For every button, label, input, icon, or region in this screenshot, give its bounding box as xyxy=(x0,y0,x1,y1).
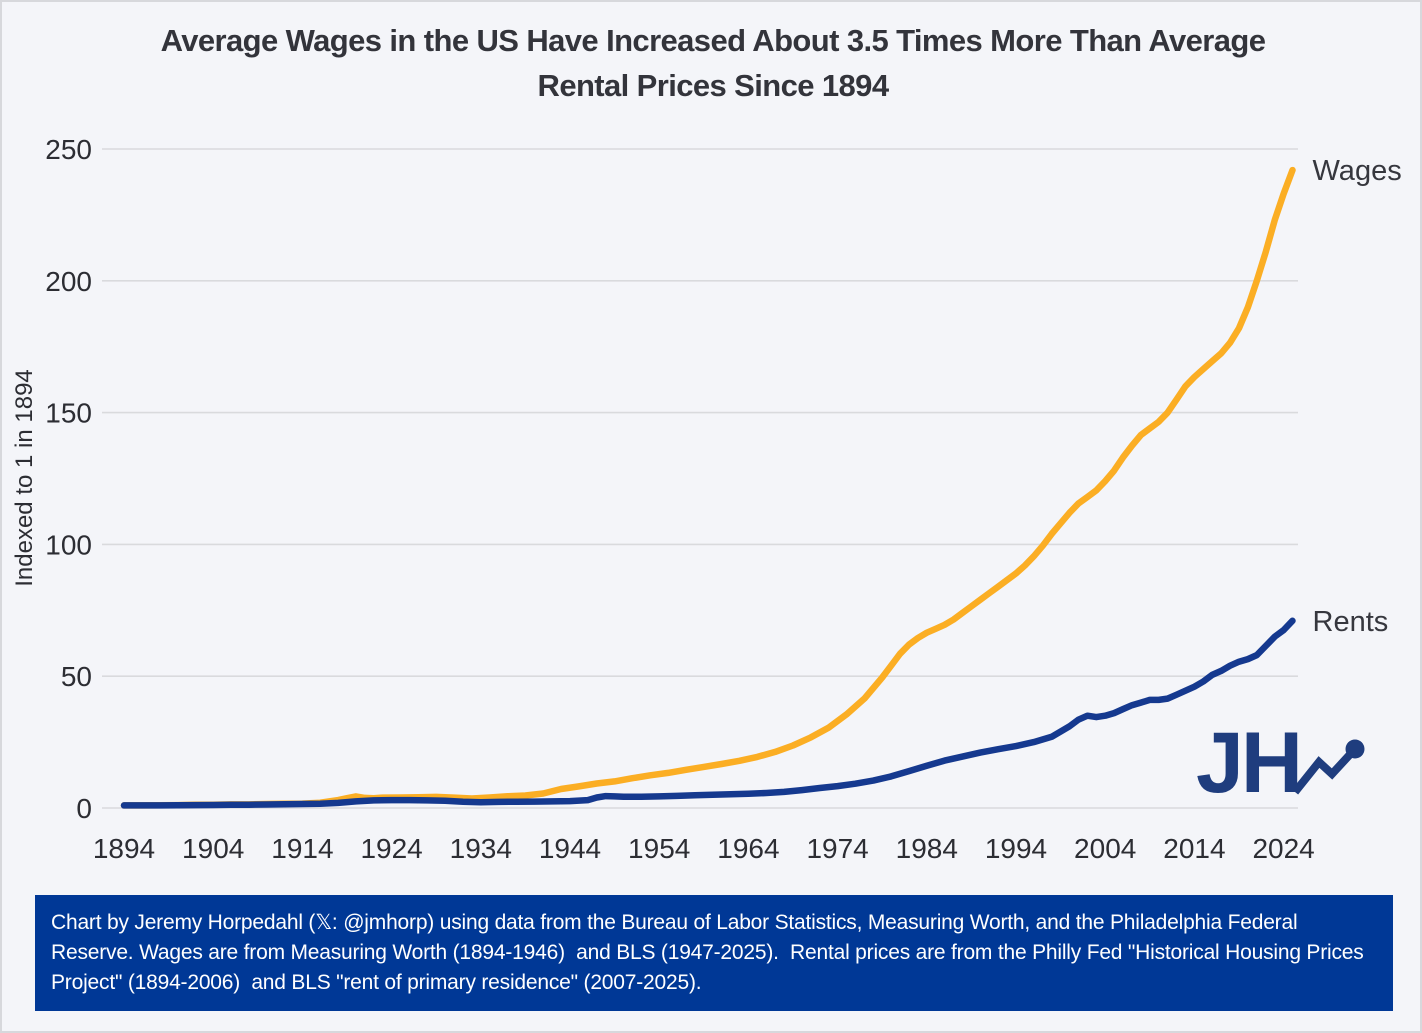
y-tick-label: 50 xyxy=(61,661,92,692)
x-tick-label: 1934 xyxy=(450,833,512,864)
x-tick-label: 1914 xyxy=(271,833,333,864)
series-lines xyxy=(120,166,1296,809)
x-tick-label: 2024 xyxy=(1252,833,1314,864)
gridlines xyxy=(102,148,1298,809)
y-tick-label: 150 xyxy=(45,398,92,429)
y-tick-label: 200 xyxy=(45,266,92,297)
x-tick-label: 1904 xyxy=(182,833,244,864)
x-tick-label: 1994 xyxy=(985,833,1047,864)
x-tick-label: 1964 xyxy=(717,833,779,864)
x-tick-label: 1984 xyxy=(896,833,958,864)
x-tick-label: 1924 xyxy=(360,833,422,864)
y-axis-tick-labels: 0 50 100 150 200 250 xyxy=(45,134,92,824)
y-tick-label: 100 xyxy=(45,529,92,560)
chart-title: Average Wages in the US Have Increased A… xyxy=(2,18,1420,108)
y-tick-label: 250 xyxy=(45,134,92,165)
wages-series-label: Wages xyxy=(1313,155,1402,187)
chart-title-line2: Rental Prices Since 1894 xyxy=(537,68,890,103)
rents-series-label: Rents xyxy=(1313,606,1389,638)
x-tick-label: 1954 xyxy=(628,833,690,864)
series-end-labels: Wages Rents xyxy=(1313,155,1402,638)
jh-logo-text: JH xyxy=(1196,715,1303,811)
jh-logo: JH xyxy=(1196,715,1370,811)
stock-arrow-icon xyxy=(1291,739,1365,795)
x-tick-label: 1894 xyxy=(93,833,155,864)
y-axis-title: Indexed to 1 in 1894 xyxy=(11,369,38,587)
chart-title-line1: Average Wages in the US Have Increased A… xyxy=(160,23,1266,58)
x-tick-label: 2014 xyxy=(1163,833,1225,864)
wages-rents-line-chart: 0 50 100 150 200 250 1894 1904 1914 1924 1934 1944… xyxy=(11,134,1402,864)
source-attribution: Chart by Jeremy Horpedahl (𝕏: @jmhorp) u… xyxy=(35,895,1393,1011)
x-tick-label: 1974 xyxy=(806,833,868,864)
x-tick-label: 2004 xyxy=(1074,833,1136,864)
y-tick-label: 0 xyxy=(76,793,92,824)
x-tick-label: 1944 xyxy=(539,833,601,864)
x-axis-tick-labels: 1894 1904 1914 1924 1934 1944 1954 1964 1974 1984… xyxy=(93,833,1315,864)
rents-line xyxy=(120,617,1296,809)
